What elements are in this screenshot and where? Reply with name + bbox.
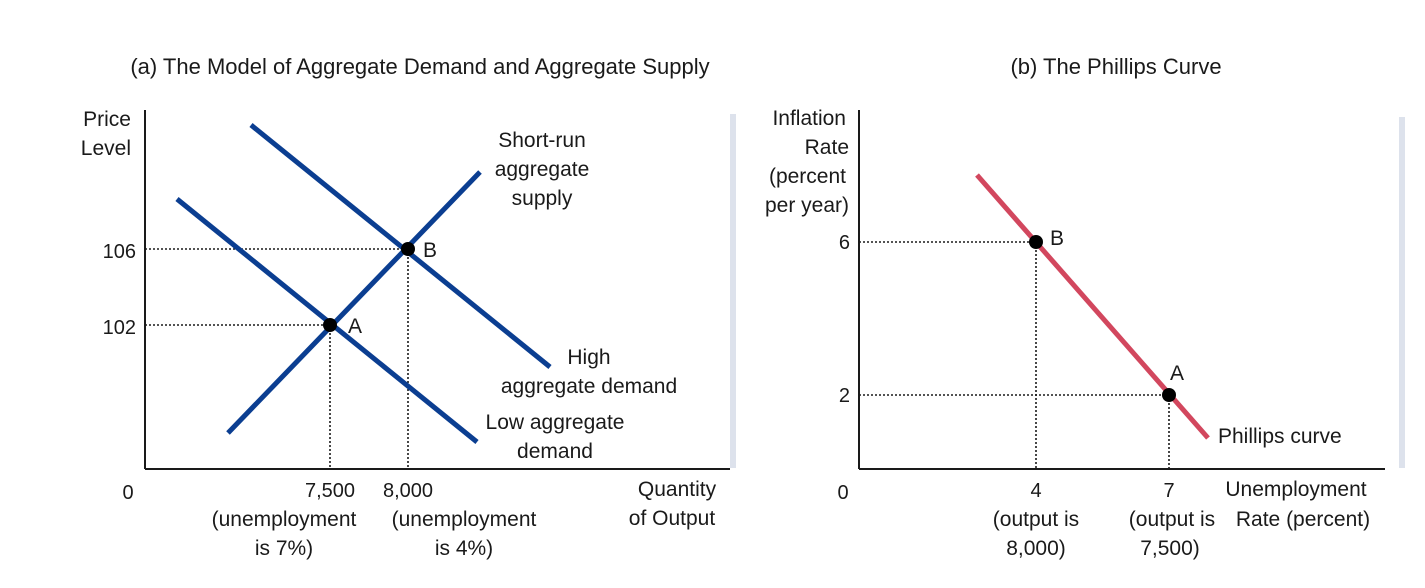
panel-a-title: (a) The Model of Aggregate Demand and Ag… xyxy=(130,54,709,79)
panel-b-point-a xyxy=(1162,388,1176,402)
panel-a-point-a xyxy=(323,318,337,332)
panel-a-y-tick-102: 102 xyxy=(103,317,136,339)
panel-b-phillips-label: Phillips curve xyxy=(1218,425,1342,448)
panel-a-ylabel-line-1: Price xyxy=(83,108,131,131)
panel-a-point-a-label: A xyxy=(348,315,362,338)
panel-b-ylabel-line-4: per year) xyxy=(765,194,849,217)
panel-a-x-tick-7500: 7,500 xyxy=(305,480,355,502)
panel-a-sras-curve xyxy=(226,170,482,435)
panel-b-y-tick-2: 2 xyxy=(839,385,850,407)
panel-a-xlabel-line-2: of Output xyxy=(629,507,716,530)
panel-b-x-tick-7: 7 xyxy=(1163,480,1174,502)
panel-b: (b) The Phillips Curve Inflation Rate (p… xyxy=(765,54,1405,560)
panel-a-x-tick-8000-sub-1: (unemployment xyxy=(392,508,537,531)
panel-a-origin-label: 0 xyxy=(122,482,133,504)
panel-b-y-tick-6: 6 xyxy=(839,232,850,254)
panel-a: (a) The Model of Aggregate Demand and Ag… xyxy=(81,54,736,560)
panel-a-low-ad-label-line-1: Low aggregate xyxy=(486,411,625,434)
panel-a-xlabel-line-1: Quantity xyxy=(638,478,717,501)
panel-a-high-ad-label-line-2: aggregate demand xyxy=(501,375,677,398)
panel-a-ylabel-line-2: Level xyxy=(81,137,131,160)
panel-b-x-tick-7-sub-2: 7,500) xyxy=(1140,537,1200,560)
panel-b-x-tick-4: 4 xyxy=(1030,480,1041,502)
panel-a-low-ad-label-line-2: demand xyxy=(517,440,593,463)
panel-a-plot-area xyxy=(146,108,730,468)
panel-a-high-ad-label-line-1: High xyxy=(567,346,610,369)
panel-b-point-b-label: B xyxy=(1050,227,1064,250)
panel-b-x-tick-4-sub-1: (output is xyxy=(993,508,1079,531)
panel-a-x-tick-8000: 8,000 xyxy=(383,480,433,502)
panel-a-y-tick-106: 106 xyxy=(103,241,136,263)
panel-a-point-b-label: B xyxy=(423,239,437,262)
panel-b-plot-area xyxy=(860,111,1399,468)
panel-b-x-tick-7-sub-1: (output is xyxy=(1129,508,1215,531)
panel-b-point-b xyxy=(1029,235,1043,249)
panel-a-x-tick-7500-sub-1: (unemployment xyxy=(212,508,357,531)
panel-a-x-tick-8000-sub-2: is 4%) xyxy=(435,537,493,560)
panel-b-title: (b) The Phillips Curve xyxy=(1010,54,1221,79)
panel-b-origin-label: 0 xyxy=(837,482,848,504)
panel-a-point-b xyxy=(401,242,415,256)
panel-a-sras-label-line-1: Short-run xyxy=(498,129,586,152)
panel-b-xlabel-line-1: Unemployment xyxy=(1225,478,1366,501)
panel-a-sras-label-line-2: aggregate xyxy=(495,158,590,181)
panel-b-x-tick-4-sub-2: 8,000) xyxy=(1006,537,1066,560)
panel-b-xlabel-line-2: Rate (percent) xyxy=(1236,508,1370,531)
panel-a-high-ad-curve xyxy=(249,123,552,369)
panel-b-ylabel-line-1: Inflation xyxy=(772,107,846,130)
panel-b-ylabel-line-3: (percent xyxy=(769,165,846,188)
panel-a-x-tick-7500-sub-2: is 7%) xyxy=(255,537,313,560)
panel-b-ylabel-line-2: Rate xyxy=(805,136,849,159)
panel-a-sras-label-line-3: supply xyxy=(512,187,573,210)
panel-b-point-a-label: A xyxy=(1170,362,1184,385)
